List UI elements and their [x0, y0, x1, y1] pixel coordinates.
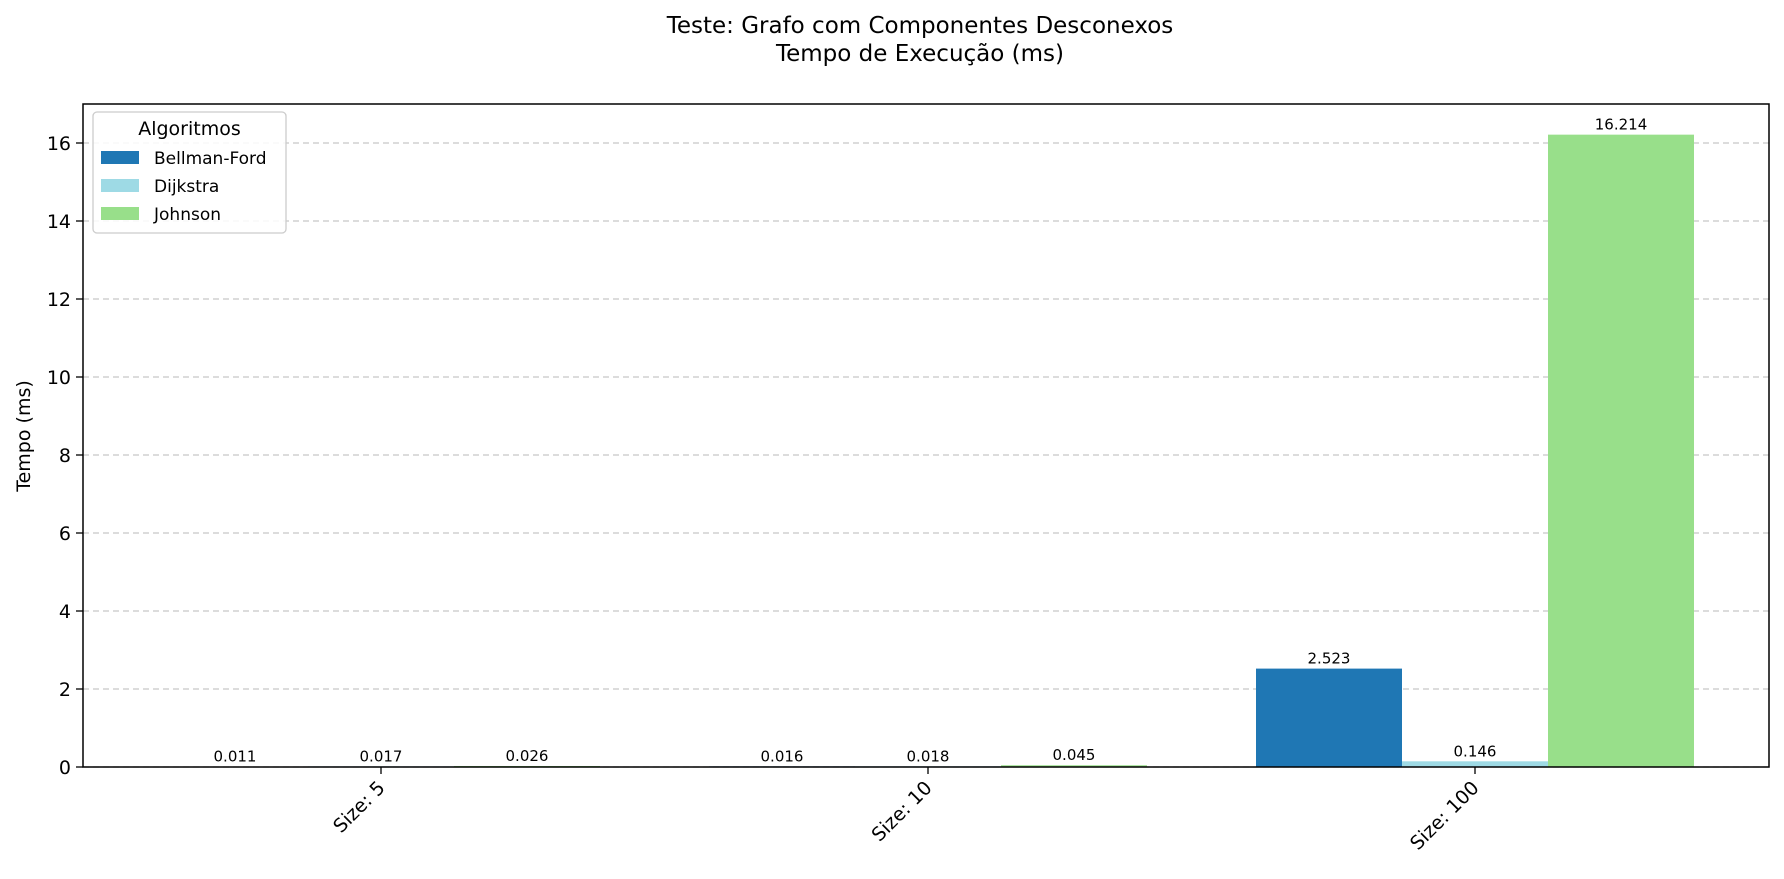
legend-title: Algoritmos — [138, 118, 241, 140]
y-axis: 0 2 4 6 8 10 12 14 16 — [47, 133, 83, 779]
y-tick-label: 2 — [59, 679, 71, 701]
chart-title-line-1: Teste: Grafo com Componentes Desconexos — [666, 13, 1174, 39]
x-tick-label: Size: 100 — [1406, 777, 1484, 855]
legend-entry: Johnson — [153, 205, 221, 225]
y-tick-label: 0 — [59, 757, 71, 779]
y-tick-label: 8 — [59, 445, 71, 467]
y-tick-label: 4 — [59, 601, 71, 623]
y-tick-label: 12 — [47, 289, 71, 311]
bars — [162, 134, 1694, 768]
data-label: 0.026 — [506, 747, 549, 765]
grid-lines — [83, 142, 1769, 768]
y-axis-label: Tempo (ms) — [13, 380, 35, 493]
y-tick-label: 16 — [47, 133, 71, 155]
x-tick-label: Size: 10 — [868, 777, 937, 846]
data-labels: 0.011 0.017 0.026 0.016 0.018 0.045 2.523 0.146… — [214, 116, 1648, 766]
bar-bellman-ford — [1256, 668, 1402, 767]
data-label: 0.017 — [360, 747, 403, 765]
legend-entry: Bellman-Ford — [154, 149, 267, 169]
data-label: 16.214 — [1595, 116, 1648, 134]
bar-dijkstra — [1402, 761, 1548, 767]
legend-swatch — [101, 179, 139, 192]
plot-frame — [82, 103, 1770, 768]
data-label: 0.016 — [761, 747, 804, 765]
y-tick-label: 14 — [47, 211, 71, 233]
bar-johnson — [1001, 765, 1147, 767]
chart-title-line-2: Tempo de Execução (ms) — [775, 41, 1064, 67]
legend-swatch — [101, 207, 139, 220]
data-label: 0.018 — [907, 747, 950, 765]
y-tick-label: 6 — [59, 523, 71, 545]
legend: Algoritmos Bellman-Ford Dijkstra Johnson — [92, 111, 287, 234]
data-label: 2.523 — [1308, 650, 1351, 668]
x-axis: Size: 5 Size: 10 Size: 100 — [329, 767, 1484, 855]
legend-box — [92, 111, 287, 234]
legend-entry: Dijkstra — [154, 177, 219, 197]
data-label: 0.146 — [1454, 742, 1497, 760]
x-tick-label: Size: 5 — [329, 777, 389, 837]
data-label: 0.045 — [1053, 746, 1096, 764]
bar-johnson — [1548, 134, 1694, 768]
y-tick-label: 10 — [47, 367, 71, 389]
legend-swatch — [101, 151, 139, 164]
data-label: 0.011 — [214, 748, 257, 766]
